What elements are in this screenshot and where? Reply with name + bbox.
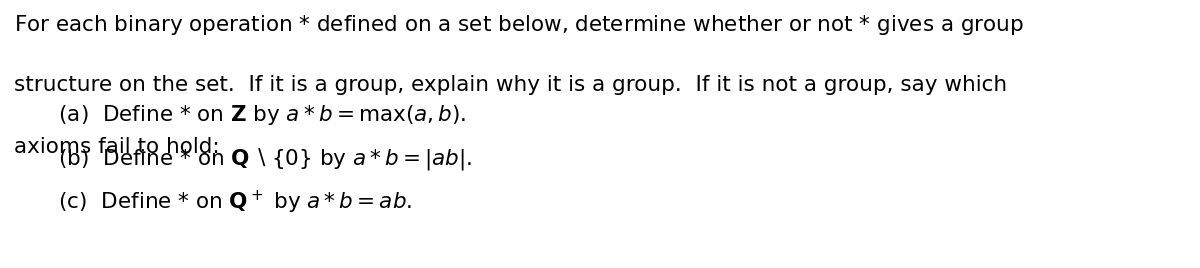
Text: (a)  Define $*$ on $\mathbf{Z}$ by $a * b = \mathrm{max}(a, b)$.: (a) Define $*$ on $\mathbf{Z}$ by $a * b… bbox=[38, 103, 467, 127]
Text: structure on the set.  If it is a group, explain why it is a group.  If it is no: structure on the set. If it is a group, … bbox=[14, 75, 1007, 95]
Text: axioms fail to hold:: axioms fail to hold: bbox=[14, 137, 220, 157]
Text: (b)  Define $*$ on $\mathbf{Q} \setminus \{0\}$ by $a * b = |ab|$.: (b) Define $*$ on $\mathbf{Q} \setminus … bbox=[38, 146, 473, 172]
Text: (c)  Define $*$ on $\mathbf{Q}^+$ by $a * b = ab$.: (c) Define $*$ on $\mathbf{Q}^+$ by $a *… bbox=[38, 189, 413, 216]
Text: For each binary operation $*$ defined on a set below, determine whether or not $: For each binary operation $*$ defined on… bbox=[14, 13, 1024, 37]
